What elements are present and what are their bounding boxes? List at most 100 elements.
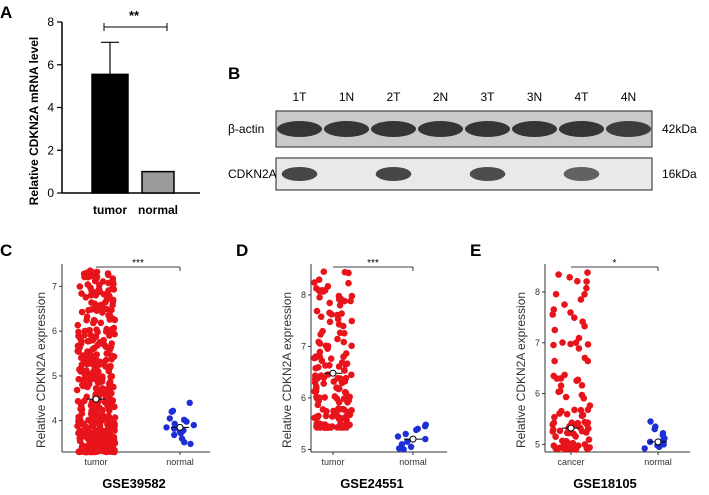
point-tumor — [75, 413, 82, 421]
x-label-cancer: cancer — [557, 457, 584, 467]
lane-label-2N: 2N — [433, 90, 448, 104]
point-tumor — [106, 345, 114, 353]
point-tumor — [86, 360, 94, 367]
point-tumor — [348, 342, 355, 350]
point-tumor — [315, 364, 322, 371]
point-tumor — [110, 286, 118, 293]
point-cancer — [579, 318, 586, 326]
point-tumor — [326, 362, 333, 369]
y-tick-label: 7 — [535, 338, 540, 348]
point-tumor — [334, 335, 341, 343]
point-cancer — [552, 433, 559, 441]
point-normal — [183, 418, 190, 425]
point-tumor — [320, 380, 328, 387]
bar-normal — [141, 170, 175, 194]
x-label-tumor: tumor — [84, 457, 107, 467]
point-normal — [407, 443, 415, 450]
point-normal — [402, 430, 409, 438]
panel-d-ylabel: Relative CDKN2A expression — [280, 292, 294, 448]
point-tumor — [346, 408, 353, 416]
point-tumor — [92, 404, 100, 412]
panel-a-significance: ** — [103, 8, 168, 31]
point-normal — [171, 420, 178, 427]
blot-lane-labels: 1T 1N 2T 2N 3T 3N 4T 4N — [292, 90, 636, 104]
point-tumor — [108, 340, 115, 347]
point-normal — [651, 425, 658, 433]
point-tumor — [106, 332, 113, 339]
point-tumor — [87, 284, 94, 292]
lane-label-2T: 2T — [386, 90, 401, 104]
point-tumor — [94, 328, 101, 336]
point-cancer — [573, 377, 580, 385]
blot-row-label: β-actin — [228, 122, 264, 136]
blot-band — [511, 121, 558, 137]
point-cancer — [577, 406, 585, 414]
point-normal — [394, 433, 402, 440]
point-tumor — [343, 350, 350, 357]
sig-stars: * — [613, 258, 617, 269]
point-cancer — [583, 278, 590, 285]
point-cancer — [567, 309, 574, 316]
point-tumor — [74, 321, 82, 329]
point-tumor — [104, 420, 111, 428]
point-normal — [181, 439, 188, 446]
point-tumor — [99, 359, 106, 367]
point-tumor — [319, 406, 327, 413]
point-tumor — [99, 309, 106, 316]
panel-letter-e: E — [470, 241, 481, 260]
point-tumor — [76, 366, 83, 373]
point-tumor — [317, 313, 325, 321]
point-cancer — [552, 290, 560, 298]
point-tumor — [105, 279, 112, 287]
point-tumor — [73, 386, 81, 394]
blot-row-0: β-actin 42kDa — [228, 110, 697, 148]
point-tumor — [104, 292, 111, 299]
point-tumor — [97, 319, 105, 327]
point-tumor — [348, 317, 356, 325]
blot-row-size: 16kDa — [662, 167, 697, 181]
point-tumor — [320, 268, 328, 276]
point-tumor — [336, 329, 344, 337]
point-tumor — [348, 371, 355, 379]
point-tumor — [91, 448, 99, 456]
y-tick-label: 8 — [301, 290, 306, 300]
point-normal — [404, 438, 411, 445]
point-tumor — [79, 382, 87, 390]
point-normal — [166, 415, 173, 422]
point-tumor — [340, 338, 348, 346]
point-cancer — [578, 382, 586, 389]
point-tumor — [343, 360, 351, 368]
point-tumor — [87, 410, 95, 418]
point-tumor — [324, 283, 332, 290]
mean-marker — [567, 424, 575, 432]
point-normal — [400, 446, 407, 453]
lane-label-1T: 1T — [292, 90, 307, 104]
point-cancer — [583, 284, 590, 292]
point-tumor — [314, 374, 322, 382]
point-tumor — [339, 405, 347, 413]
point-cancer — [559, 339, 566, 346]
sig-stars: *** — [367, 258, 379, 269]
point-cancer — [585, 436, 593, 443]
point-tumor — [91, 344, 98, 352]
panel-d-plot: 5 6 7 8 tumor normal *** — [301, 258, 447, 467]
lane-label-4T: 4T — [574, 90, 589, 104]
point-tumor — [106, 364, 114, 372]
point-tumor — [327, 424, 335, 431]
point-cancer — [551, 357, 558, 365]
point-tumor — [348, 292, 356, 300]
point-tumor — [102, 299, 109, 306]
point-tumor — [343, 424, 350, 431]
x-label-tumor: tumor — [321, 457, 344, 467]
lane-label-4N: 4N — [621, 90, 636, 104]
y-tick-label: 8 — [47, 15, 54, 29]
point-tumor — [334, 424, 341, 431]
point-tumor — [93, 365, 100, 373]
point-tumor — [321, 394, 329, 401]
point-tumor — [95, 428, 103, 436]
blot-row-1: CDKN2A 16kDa — [228, 157, 697, 191]
point-tumor — [336, 302, 344, 309]
panel-a-y-axis: 0 2 4 6 8 — [47, 15, 200, 200]
point-tumor — [85, 306, 92, 314]
